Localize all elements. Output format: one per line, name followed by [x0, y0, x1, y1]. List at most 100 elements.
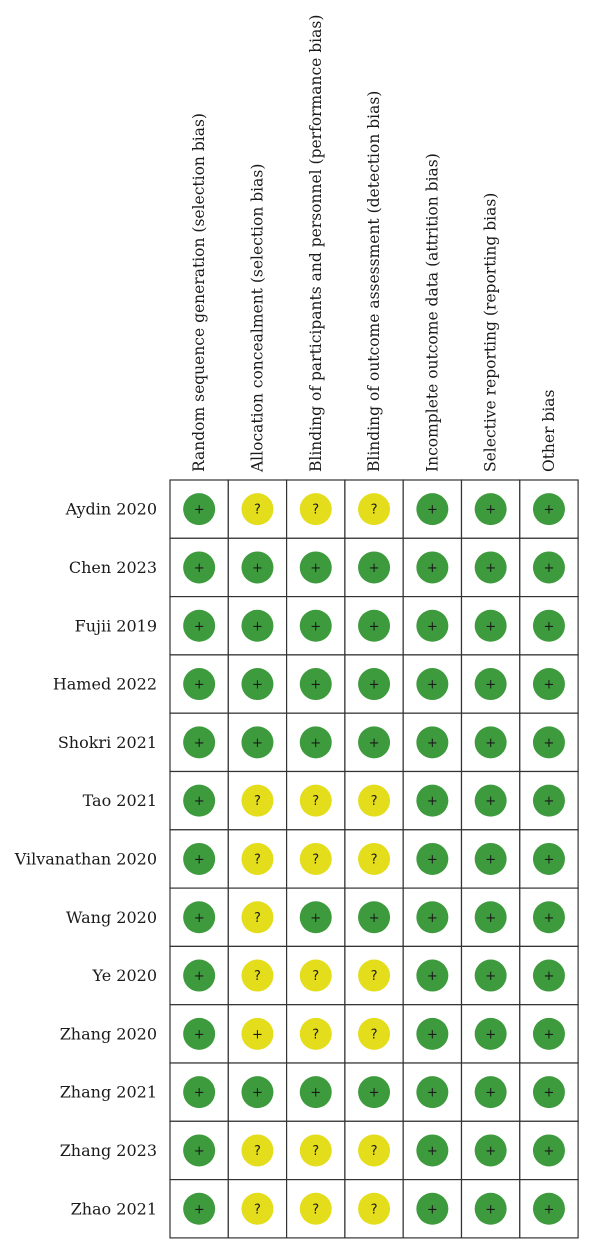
- rating-marker: [358, 1076, 391, 1109]
- grid-cell: [344, 1120, 404, 1181]
- rating-marker: [474, 784, 507, 817]
- rating-symbol: +: [485, 619, 496, 634]
- rating-marker: [241, 1076, 274, 1109]
- rating-symbol: +: [543, 1027, 554, 1042]
- rating-marker: [183, 1192, 216, 1225]
- rating-marker: [299, 1017, 332, 1050]
- rating-marker: [532, 901, 565, 934]
- rating-symbol: +: [310, 1086, 321, 1101]
- rating-symbol: +: [194, 1202, 205, 1217]
- row-label: Fujii 2019: [75, 616, 157, 635]
- rating-marker: [241, 959, 274, 992]
- rating-marker: [183, 784, 216, 817]
- rating-marker: [183, 551, 216, 584]
- column-label: Incomplete outcome data (attrition bias): [423, 153, 441, 472]
- rating-marker: [358, 901, 391, 934]
- rating-symbol: ?: [312, 969, 319, 984]
- rating-marker: [474, 1076, 507, 1109]
- rating-symbol: +: [543, 678, 554, 693]
- rating-symbol: +: [485, 794, 496, 809]
- rating-symbol: +: [194, 619, 205, 634]
- column-label: Other bias: [540, 389, 558, 472]
- rating-symbol: +: [485, 561, 496, 576]
- rating-marker: [474, 842, 507, 875]
- rating-symbol: +: [427, 678, 438, 693]
- rating-marker: [183, 668, 216, 701]
- column-label: Selective reporting (reporting bias): [482, 193, 500, 472]
- rating-symbol: ?: [312, 1202, 319, 1217]
- rating-marker: [183, 959, 216, 992]
- rating-marker: [358, 726, 391, 759]
- rating-symbol: +: [427, 852, 438, 867]
- rating-marker: [416, 901, 449, 934]
- rating-marker: [241, 1017, 274, 1050]
- rating-symbol: +: [194, 1086, 205, 1101]
- rating-symbol: +: [310, 619, 321, 634]
- rating-marker: [299, 1192, 332, 1225]
- row-label: Tao 2021: [83, 791, 157, 810]
- rating-symbol: +: [369, 561, 380, 576]
- rating-symbol: +: [194, 852, 205, 867]
- rating-symbol: +: [485, 1027, 496, 1042]
- row-label: Vilvanathan 2020: [14, 849, 157, 868]
- rating-marker: [416, 1017, 449, 1050]
- rating-marker: [532, 1076, 565, 1109]
- rating-marker: [416, 493, 449, 526]
- rating-symbol: +: [427, 1202, 438, 1217]
- rating-symbol: +: [485, 1086, 496, 1101]
- row-label: Zhang 2020: [60, 1024, 157, 1043]
- rating-symbol: +: [252, 561, 263, 576]
- rating-symbol: +: [485, 1202, 496, 1217]
- rating-marker: [358, 1192, 391, 1225]
- rating-marker: [416, 842, 449, 875]
- rating-marker: [532, 551, 565, 584]
- rating-marker: [183, 609, 216, 642]
- rating-symbol: +: [543, 736, 554, 751]
- rating-symbol: ?: [254, 503, 261, 518]
- rating-symbol: ?: [254, 1144, 261, 1159]
- rating-symbol: +: [194, 794, 205, 809]
- rating-symbol: +: [252, 619, 263, 634]
- rating-symbol: +: [485, 969, 496, 984]
- rating-marker: [299, 726, 332, 759]
- rating-symbol: +: [485, 911, 496, 926]
- rating-symbol: +: [543, 1202, 554, 1217]
- rating-marker: [241, 493, 274, 526]
- row-label: Shokri 2021: [58, 733, 157, 752]
- rating-marker: [358, 959, 391, 992]
- rating-symbol: +: [194, 1027, 205, 1042]
- rating-symbol: +: [252, 1027, 263, 1042]
- row-label: Chen 2023: [69, 558, 157, 577]
- column-label: Blinding of outcome assessment (detectio…: [365, 91, 383, 472]
- rating-symbol: +: [485, 1144, 496, 1159]
- rating-symbol: +: [427, 969, 438, 984]
- row-label: Zhang 2021: [60, 1083, 157, 1102]
- rating-symbol: +: [369, 678, 380, 693]
- rating-symbol: +: [252, 678, 263, 693]
- rating-marker: [358, 551, 391, 584]
- rating-symbol: ?: [254, 969, 261, 984]
- rating-marker: [241, 842, 274, 875]
- rating-symbol: +: [543, 1144, 554, 1159]
- rating-symbol: +: [369, 619, 380, 634]
- rating-symbol: +: [427, 911, 438, 926]
- rating-marker: [358, 1017, 391, 1050]
- rating-symbol: +: [252, 1086, 263, 1101]
- rating-symbol: ?: [312, 1027, 319, 1042]
- grid-cell: [402, 1178, 463, 1239]
- rating-marker: [241, 668, 274, 701]
- rating-marker: [299, 668, 332, 701]
- row-label: Zhao 2021: [71, 1199, 157, 1218]
- rating-symbol: ?: [371, 852, 378, 867]
- rating-marker: [532, 1192, 565, 1225]
- rating-symbol: +: [543, 969, 554, 984]
- rating-marker: [416, 609, 449, 642]
- rating-symbol: ?: [371, 503, 378, 518]
- rating-symbol: +: [369, 736, 380, 751]
- rating-marker: [183, 726, 216, 759]
- rating-marker: [532, 1017, 565, 1050]
- rating-marker: [416, 1192, 449, 1225]
- rating-symbol: +: [194, 911, 205, 926]
- rating-marker: [416, 726, 449, 759]
